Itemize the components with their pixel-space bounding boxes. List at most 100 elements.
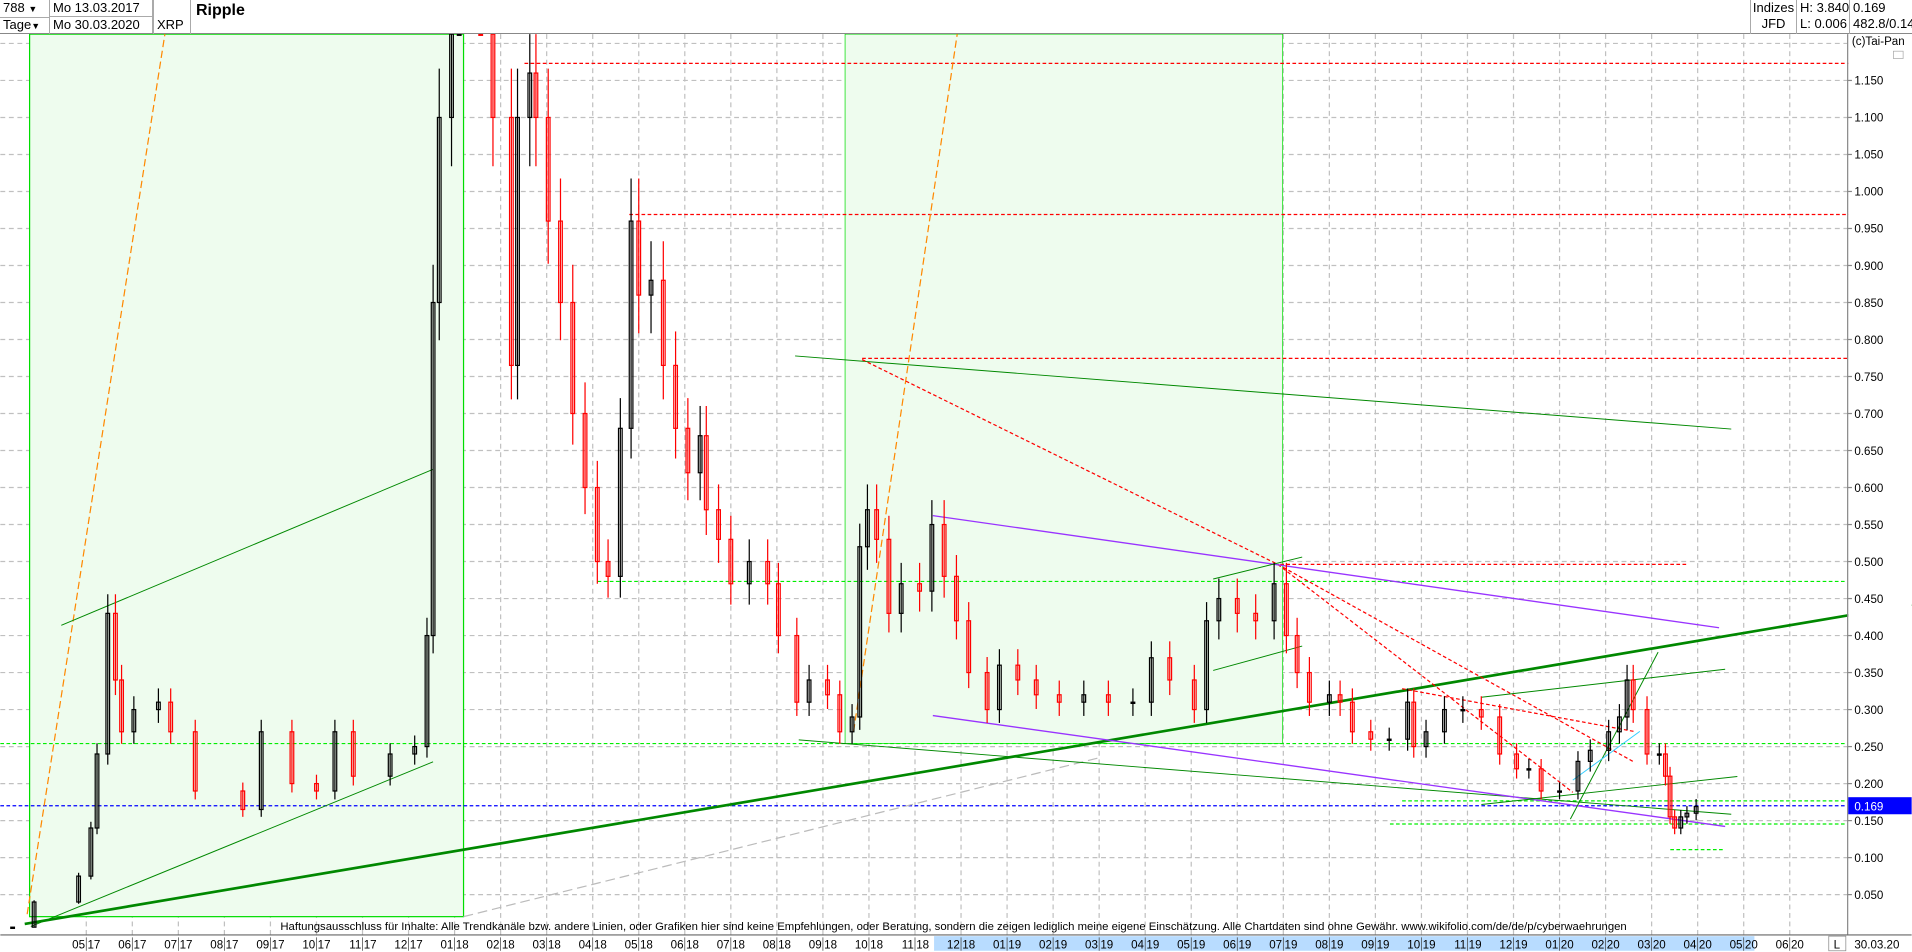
x-tick-label-month: 02 <box>1591 939 1604 951</box>
x-tick-label-year: 20 <box>1561 939 1574 951</box>
candle-body <box>898 583 904 614</box>
candle-body <box>1191 679 1197 711</box>
x-tick-label-month: 06 <box>118 939 131 951</box>
candle-body <box>953 575 959 622</box>
candle-body <box>673 364 679 429</box>
x-tick-label-month: 08 <box>1315 939 1328 951</box>
candle-body <box>594 486 600 563</box>
candle-body <box>837 694 843 733</box>
y-tick-label: 0.800 <box>1854 335 1883 347</box>
candle-body <box>1644 708 1650 755</box>
candle-body <box>1442 708 1447 733</box>
x-tick-label-year: 19 <box>1054 939 1067 951</box>
x-tick-label-month: 11 <box>349 939 361 951</box>
candle-body <box>1033 679 1039 696</box>
x-tick-label-year: 20 <box>1653 939 1666 951</box>
dropdown-arrow-icon: ▼ <box>31 21 41 31</box>
candle-body <box>1326 694 1332 703</box>
candle-body <box>88 827 94 877</box>
candle-body <box>697 435 703 474</box>
symbol-label: XRP <box>153 0 191 34</box>
x-tick-label-month: 09 <box>1361 939 1374 951</box>
x-tick-label-year: 17 <box>272 939 285 951</box>
y-tick-label: 0.850 <box>1854 298 1883 310</box>
candle-body <box>155 701 161 711</box>
candle-body <box>1337 694 1343 703</box>
x-tick-label-year: 18 <box>686 939 699 951</box>
x-tick-label-month: 05 <box>1177 939 1190 951</box>
candle-body <box>527 72 533 119</box>
candle-body <box>648 279 654 296</box>
x-tick-label-month: 09 <box>256 939 269 951</box>
x-tick-label-year: 19 <box>1008 939 1021 951</box>
candle-body <box>917 583 923 592</box>
x-tick-label-year: 17 <box>226 939 239 951</box>
candle-body <box>660 279 666 367</box>
x-tick-label-year: 18 <box>640 939 653 951</box>
y-tick-label: 0.950 <box>1854 224 1883 236</box>
x-tick-label-month: 05 <box>625 939 638 951</box>
x-tick-label-month: 05 <box>1730 939 1743 951</box>
header-bar: 788 ▼ Tage▼ Mo 13.03.2017 Mo 30.03.2020 … <box>0 0 1912 34</box>
trend-line <box>1481 668 1726 698</box>
candle-body <box>515 116 520 367</box>
candle-body <box>617 427 623 577</box>
y-axis: 0.050 0.100 0.150 0.200 0.250 0.300 0.350 0.400… <box>1847 76 1883 902</box>
period-unit-dropdown[interactable]: Tage▼ <box>0 17 50 34</box>
x-tick-label-month: 03 <box>1638 939 1651 951</box>
candle-body <box>1667 775 1673 818</box>
fibonacci-fan-line <box>26 34 166 915</box>
x-tick-label-month: 07 <box>717 939 730 951</box>
candle-body <box>314 782 319 792</box>
candle-body <box>1606 731 1612 751</box>
x-tick-label-year: 17 <box>410 939 423 951</box>
x-tick-label-month: 12 <box>947 939 960 951</box>
x-tick-label-year: 18 <box>502 939 515 951</box>
price-info: 0.169 482.8/0.14 <box>1853 0 1912 31</box>
x-tick-label-month: 01 <box>440 939 453 951</box>
candle-body <box>1624 679 1630 718</box>
candle-body <box>929 523 935 592</box>
collapse-button[interactable] <box>1893 50 1904 59</box>
end-date-label: 30.03.20 <box>1854 939 1899 951</box>
x-tick-label-month: 11 <box>1454 939 1466 951</box>
candle-body <box>1294 634 1300 674</box>
y-tick-label: 0.750 <box>1854 372 1883 384</box>
y-tick-label: 0.150 <box>1854 816 1883 828</box>
candle-body <box>1056 694 1062 703</box>
trend-line <box>30 761 434 927</box>
trend-line <box>1572 730 1641 781</box>
candle-body <box>984 671 990 711</box>
trend-line <box>1481 775 1738 805</box>
x-tick-label-month: 11 <box>902 939 914 951</box>
x-tick-label-year: 18 <box>548 939 561 951</box>
x-tick-label-year: 19 <box>1377 939 1390 951</box>
start-date-field[interactable]: Mo 13.03.2017 <box>50 0 153 17</box>
candle-body <box>192 731 198 792</box>
y-tick-label: 0.300 <box>1854 705 1883 717</box>
x-tick-label-month: 03 <box>533 939 546 951</box>
x-tick-label-year: 19 <box>1331 939 1344 951</box>
candle-body <box>240 790 246 811</box>
log-scale-label[interactable]: L <box>1834 939 1841 951</box>
candle-body <box>289 731 295 785</box>
candle-body <box>1405 701 1411 740</box>
period-count-dropdown[interactable]: 788 ▼ <box>0 0 50 18</box>
x-tick-label-year: 19 <box>1192 939 1205 951</box>
x-tick-label-year: 20 <box>1699 939 1712 951</box>
candle-body <box>76 875 82 903</box>
x-tick-label-month: 12 <box>394 939 407 951</box>
candle-body <box>387 753 393 777</box>
candle-body <box>1204 620 1210 711</box>
log-scale-button[interactable] <box>1828 935 1847 952</box>
x-tick-label-year: 18 <box>456 939 469 951</box>
x-tick-label-year: 18 <box>870 939 883 951</box>
candle-body <box>703 435 709 511</box>
x-tick-label-year: 19 <box>1146 939 1159 951</box>
end-date-field[interactable]: Mo 30.03.2020 <box>50 17 153 33</box>
date-range-highlight[interactable] <box>934 936 1755 951</box>
x-tick-label-month: 01 <box>993 939 1006 951</box>
x-tick-label-year: 19 <box>1100 939 1113 951</box>
x-tick-label-month: 06 <box>671 939 684 951</box>
